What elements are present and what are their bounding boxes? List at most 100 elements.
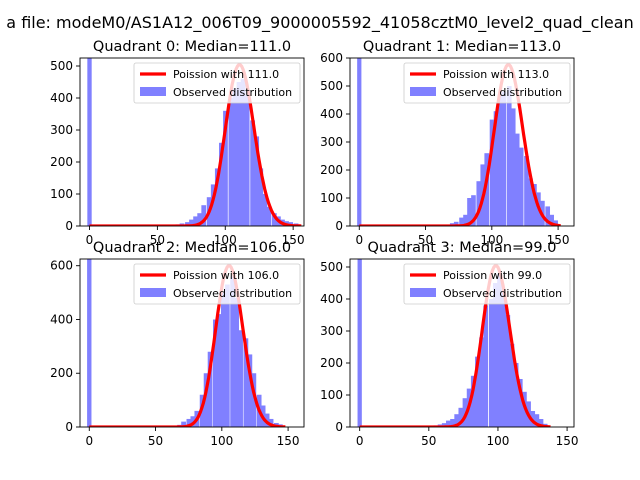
y-tick-label: 400 [50,312,73,326]
hist-bar [545,206,551,226]
hist-bar [476,181,482,226]
x-tick-label: 50 [421,434,436,448]
hist-bar [201,205,207,226]
legend: Poission with 113.0 Observed distribution [403,62,571,104]
legend-patch-swatch [410,87,436,96]
panel-title: Quadrant 0: Median=111.0 [93,39,291,55]
x-tick-label: 0 [86,233,94,247]
y-tick-label: 200 [320,163,343,177]
x-tick-label: 100 [214,233,237,247]
hist-bar [506,86,512,226]
hist-bar [244,94,250,226]
hist-bar [450,419,455,427]
hist-bar [441,423,447,427]
hist-bar [493,283,498,427]
hist-bar [236,82,242,226]
hist-bar [488,299,494,427]
hist-bar [214,168,220,226]
hist-bar [538,419,544,427]
hist-bar [553,220,558,226]
hist-bar [513,363,519,427]
poisson-curve [359,264,551,427]
y-tick-label: 400 [320,292,343,306]
x-tick-label: 150 [547,233,570,247]
legend-patch-swatch [410,288,436,297]
hist-bar [271,213,277,226]
hist-bar [220,292,226,427]
axes-frame [79,57,305,227]
x-tick-label: 50 [150,233,165,247]
hist-bar [479,337,484,427]
hist-bar [230,276,236,427]
hist-bar [250,120,255,226]
hist-bar [475,356,480,427]
y-tick-label: 500 [320,79,343,93]
hist-bar [534,414,540,427]
hist-bar [268,418,274,427]
hist-bar [493,111,499,226]
panel-quadrant-3: 0 50 100 150 0 100 200 300 400 500 Poission with 9… [320,240,578,448]
y-tick-label: 600 [320,51,343,65]
y-tick-label: 200 [50,366,73,380]
x-tick-label: 100 [486,434,509,448]
hist-bar [185,222,190,226]
x-tick-label: 50 [148,434,163,448]
hist-bar [524,156,529,226]
hist-bar [207,351,213,427]
y-tick-label: 100 [320,191,343,205]
y-tick-label: 200 [320,356,343,370]
x-tick-label: 100 [480,233,503,247]
legend: Poission with 106.0 Observed distribution [133,263,301,305]
y-tick-label: 100 [320,388,343,402]
hist-bar [219,142,224,226]
y-tick-label: 0 [65,219,73,233]
hist-bar [549,214,554,226]
figure-suptitle: a file: modeM0/AS1A12_006T09_9000005592_… [6,13,633,33]
hist-bar [203,373,209,427]
hist-bar-zero [357,58,362,226]
hist-bar [197,213,203,226]
legend-label-observed: Observed distribution [443,287,562,300]
hist-bar [501,292,507,427]
hist-bar [189,219,194,226]
legend-patch-swatch [140,87,166,96]
hist-bar [497,273,502,427]
hist-bar [210,184,216,226]
axes-frame [349,258,575,428]
y-tick-label: 300 [320,324,343,338]
hist-bar [489,119,495,226]
hist-bar [258,168,264,226]
hist-bar [228,98,234,226]
hist-bar [470,375,476,427]
legend-label-observed: Observed distribution [443,86,562,99]
hist-bar [193,216,198,226]
y-tick-label: 0 [335,420,343,434]
hist-bar [223,110,228,226]
poisson-curve [89,264,286,427]
legend-label-poisson: Poission with 106.0 [173,269,279,282]
hist-bar [224,284,230,427]
hist-bar [463,214,468,226]
legend-label-poisson: Poission with 113.0 [443,68,549,81]
x-tick-label: 150 [277,434,300,448]
hist-bar [453,221,459,226]
hist-bar [266,206,272,226]
y-tick-label: 500 [50,59,73,73]
hist-bar [181,421,186,427]
panel-quadrant-2: 0 50 100 150 0 200 400 600 Poission with 106.0 Ob… [50,240,305,448]
legend: Poission with 111.0 Observed distribution [133,62,301,104]
hist-bar [509,343,515,427]
y-tick-label: 100 [50,187,73,201]
legend-label-poisson: Poission with 111.0 [173,68,279,81]
y-tick-label: 0 [65,420,73,434]
y-tick-label: 300 [320,135,343,149]
hist-bar [459,217,464,226]
hist-bar [251,373,257,427]
panel-quadrant-1: 0 50 100 150 0 100 200 300 400 500 600 Poission wit… [320,39,575,247]
hist-bar [247,354,253,427]
legend-label-observed: Observed distribution [173,287,292,300]
y-tick-label: 400 [320,107,343,121]
hist-bar [213,319,218,427]
